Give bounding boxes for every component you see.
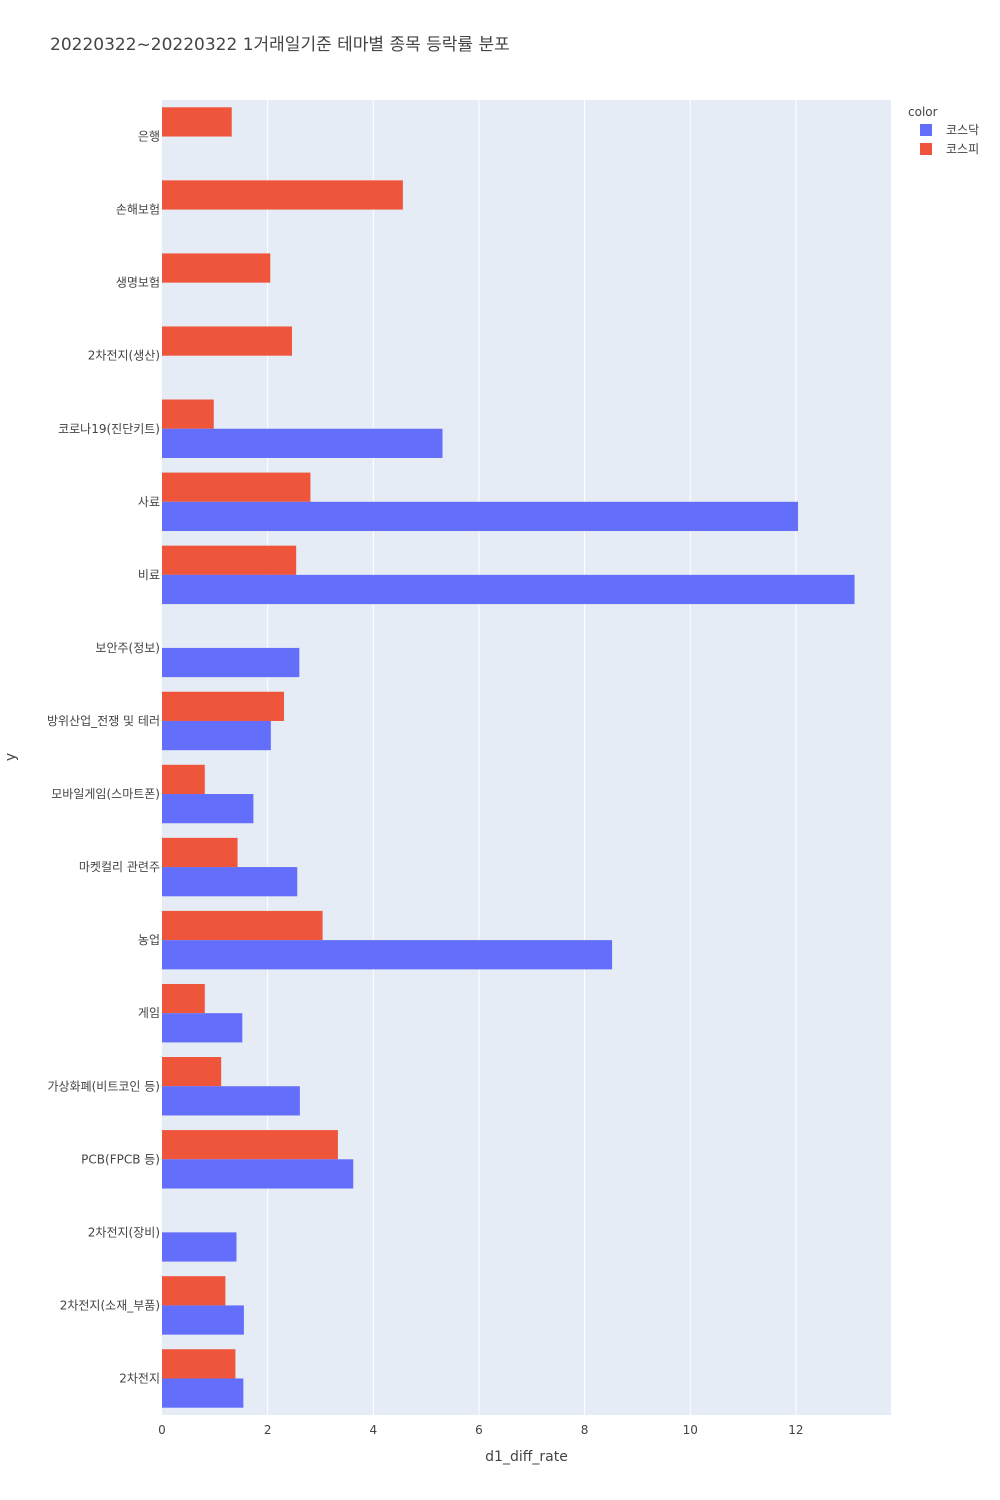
x-tick-label: 10 (683, 1423, 698, 1437)
legend: color 코스닥 코스피 (908, 105, 979, 156)
legend-swatch-kosdaq (920, 124, 932, 136)
y-tick-label: 손해보험 (116, 203, 160, 217)
bar-kospi[interactable] (162, 399, 214, 429)
x-tick-label: 0 (158, 1423, 166, 1437)
y-tick-label: 모바일게임(스마트폰) (51, 787, 160, 801)
legend-swatch-kospi (920, 143, 932, 155)
bar-kosdaq[interactable] (162, 1013, 243, 1043)
y-tick-label: 생명보험 (116, 276, 160, 290)
x-tick-labels: 0 2 4 6 8 10 12 (158, 1423, 803, 1437)
bar-kosdaq[interactable] (162, 940, 613, 970)
bar-kosdaq[interactable] (162, 867, 298, 897)
legend-label-kospi: 코스피 (946, 142, 979, 156)
bar-kosdaq[interactable] (162, 428, 443, 458)
y-axis-title: y (3, 753, 19, 761)
y-tick-label: 방위산업_전쟁 및 테러 (47, 714, 160, 728)
bar-kospi[interactable] (162, 1349, 236, 1379)
bar-kosdaq[interactable] (162, 1086, 300, 1116)
y-tick-label: 2차전지 (119, 1371, 160, 1385)
bar-kospi[interactable] (162, 472, 311, 502)
bar-kospi[interactable] (162, 910, 323, 941)
bar-kosdaq[interactable] (162, 720, 271, 751)
bar-kospi[interactable] (162, 764, 205, 795)
chart-title: 20220322~20220322 1거래일기준 테마별 종목 등락률 분포 (50, 35, 510, 55)
x-tick-label: 6 (475, 1423, 483, 1437)
y-tick-label: 2차전지(소재_부품) (60, 1298, 160, 1312)
bar-kosdaq[interactable] (162, 1159, 354, 1189)
bar-kospi[interactable] (162, 837, 238, 868)
bar-kospi[interactable] (162, 180, 403, 210)
y-tick-label: 마켓컬리 관련주 (79, 860, 160, 874)
legend-title: color (908, 105, 938, 119)
bar-kospi[interactable] (162, 983, 205, 1014)
y-tick-label: 코로나19(진단키트) (58, 422, 160, 436)
bar-kospi[interactable] (162, 1130, 338, 1160)
y-tick-label: 은행 (138, 129, 160, 144)
bars (162, 107, 855, 1408)
y-tick-label: 가상화폐(비트코인 등) (47, 1079, 160, 1093)
legend-label-kosdaq: 코스닥 (946, 123, 979, 137)
bar-kospi[interactable] (162, 1276, 226, 1306)
bar-kosdaq[interactable] (162, 501, 799, 532)
bar-kospi[interactable] (162, 326, 292, 356)
y-tick-label: 보안주(정보) (95, 641, 160, 655)
x-tick-label: 2 (264, 1423, 272, 1437)
y-tick-label: PCB(FPCB 등) (81, 1152, 160, 1166)
x-axis-title: d1_diff_rate (485, 1449, 568, 1465)
x-tick-label: 8 (581, 1423, 589, 1437)
y-tick-label: 2차전지(장비) (88, 1225, 160, 1239)
bar-kosdaq[interactable] (162, 574, 855, 605)
bar-kosdaq[interactable] (162, 794, 254, 824)
bar-kospi[interactable] (162, 1057, 222, 1087)
bar-kospi[interactable] (162, 545, 297, 575)
bar-kosdaq[interactable] (162, 1232, 237, 1262)
legend-item-kosdaq[interactable]: 코스닥 (920, 123, 979, 137)
y-tick-label: 농업 (138, 933, 160, 947)
bar-kosdaq[interactable] (162, 1305, 244, 1335)
bar-kospi[interactable] (162, 253, 271, 283)
gridlines (267, 100, 797, 1415)
y-tick-label: 사료 (138, 495, 160, 509)
y-tick-label: 비료 (138, 568, 160, 582)
x-tick-label: 4 (369, 1423, 377, 1437)
y-tick-label: 게임 (138, 1006, 160, 1020)
bar-kosdaq[interactable] (162, 647, 300, 678)
legend-item-kospi[interactable]: 코스피 (920, 142, 979, 156)
bar-kospi[interactable] (162, 691, 285, 721)
bar-kospi[interactable] (162, 107, 232, 137)
bar-kosdaq[interactable] (162, 1378, 244, 1408)
plot-background (162, 100, 891, 1415)
y-tick-label: 2차전지(생산) (88, 349, 160, 363)
x-tick-label: 12 (788, 1423, 803, 1437)
